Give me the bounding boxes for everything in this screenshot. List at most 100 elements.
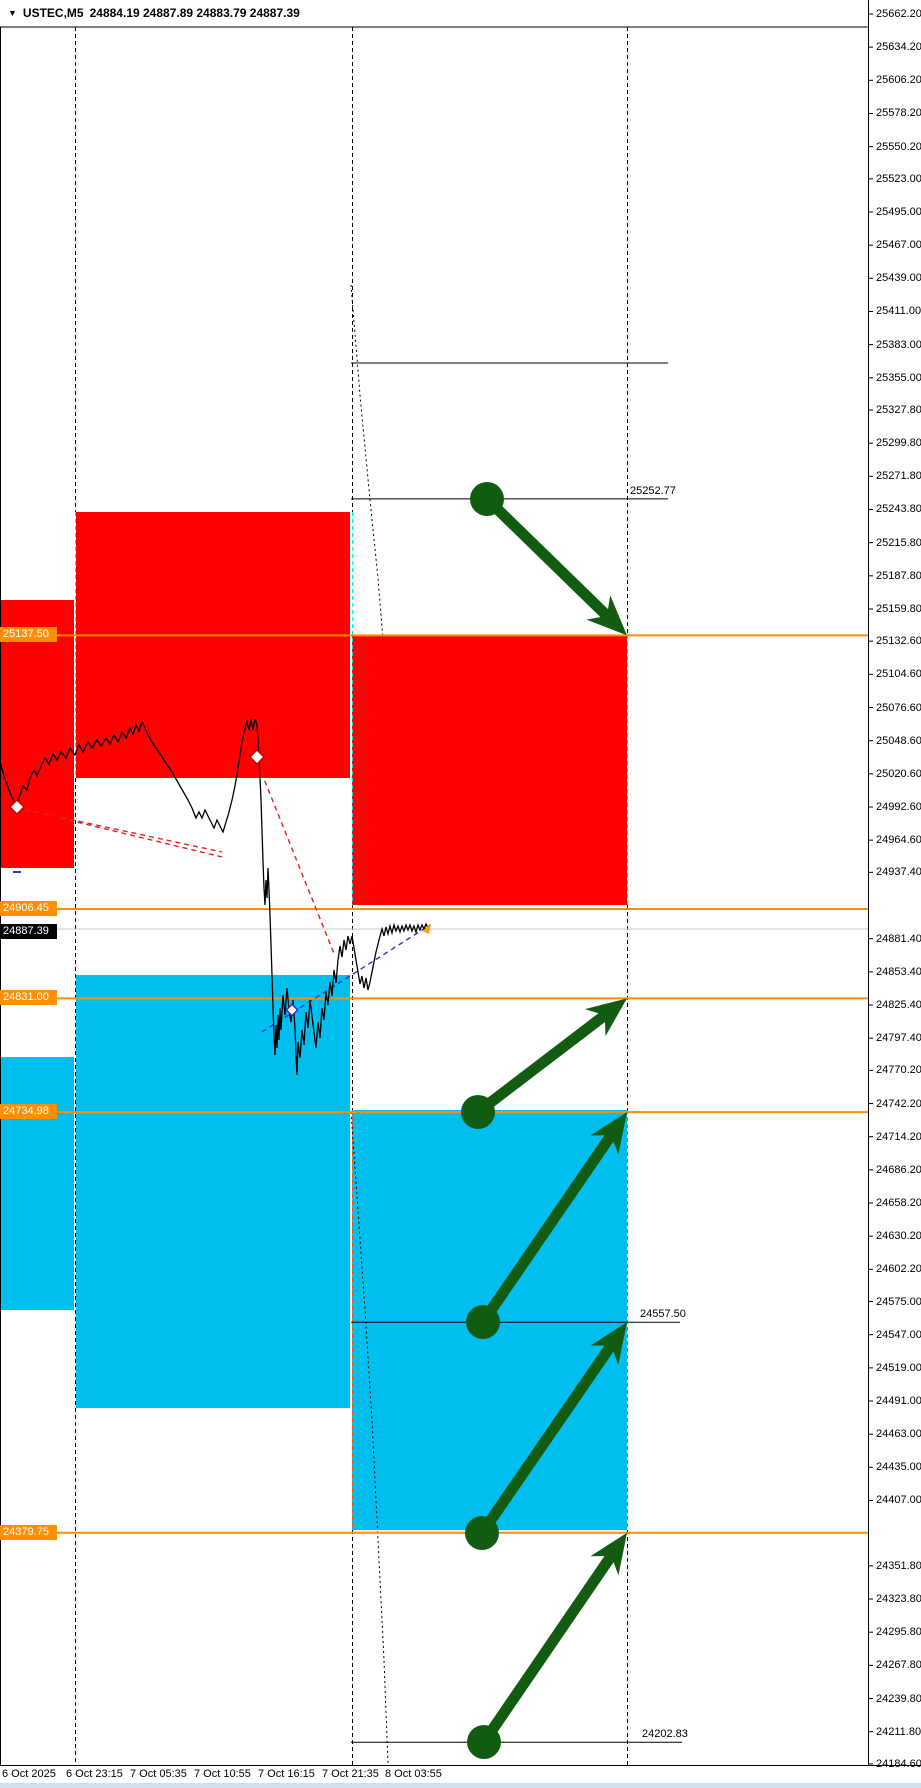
date-label: 7 Oct 16:15: [258, 1768, 315, 1780]
dotted-projection-curve: [350, 284, 384, 641]
projection-arrow-origin-dot: [461, 1095, 495, 1129]
price-tick-label: 24211.80: [876, 1725, 921, 1738]
current-price-badge: 24887.39: [0, 923, 57, 939]
price-tick-label: 24853.40: [876, 965, 921, 978]
date-label: 6 Oct 23:15: [66, 1768, 123, 1780]
price-tick-label: 24797.40: [876, 1032, 921, 1045]
price-tick-label: 24407.00: [876, 1494, 921, 1507]
blue-dashed-trend-line: [261, 924, 431, 1033]
zone-mid-cyan: [76, 975, 350, 1408]
date-label: 6 Oct 2025: [2, 1768, 56, 1780]
projection-arrow-shaft[interactable]: [479, 1551, 617, 1746]
date-label: 7 Oct 10:55: [194, 1768, 251, 1780]
level-label: 24557.50: [640, 1308, 686, 1321]
price-tick-label: 25411.00: [876, 305, 921, 318]
window-edge: [0, 1783, 921, 1788]
date-label: 8 Oct 03:55: [385, 1768, 442, 1780]
price-tick-label: 24184.60: [876, 1757, 921, 1770]
projection-arrowhead-icon: [590, 1532, 627, 1576]
price-tick-label: 24491.00: [876, 1395, 921, 1408]
price-tick-label: 25215.80: [876, 536, 921, 549]
price-line: [0, 718, 431, 1076]
zone-left-cyan: [0, 1057, 74, 1310]
price-tick-label: 24992.60: [876, 800, 921, 813]
price-tick-label: 25662.20: [876, 8, 921, 20]
projection-arrowhead-icon: [586, 595, 627, 636]
price-tick-label: 25076.60: [876, 701, 921, 714]
price-tick-label: 25523.00: [876, 172, 921, 185]
price-tick-label: 25187.80: [876, 569, 921, 582]
level-label: 24202.83: [642, 1728, 688, 1741]
price-tick-label: 24267.80: [876, 1659, 921, 1672]
price-level-badge: 24906.45: [0, 901, 57, 916]
price-level-badge: 24831.00: [0, 990, 57, 1006]
chart-header: ▼ USTEC,M5 24884.19 24887.89 24883.79 24…: [8, 3, 300, 23]
price-tick-label: 25020.60: [876, 767, 921, 780]
projection-arrow-shaft[interactable]: [483, 495, 613, 622]
projection-arrow-origin-dot: [465, 1516, 499, 1550]
price-tick-label: 24742.20: [876, 1097, 921, 1110]
price-tick-label: 24602.20: [876, 1263, 921, 1276]
red-dashed-pattern-line: [16, 807, 223, 853]
price-tick-label: 24825.40: [876, 998, 921, 1011]
zigzag-diamond-icon: [8, 798, 26, 816]
price-tick-label: 25467.00: [876, 239, 921, 252]
blue-diamond-icon: [285, 1003, 299, 1017]
price-tick-label: 24686.20: [876, 1163, 921, 1176]
price-level-badge: 25137.50: [0, 627, 57, 643]
price-tick-label: 24575.00: [876, 1295, 921, 1308]
price-tick-label: 25243.80: [876, 503, 921, 516]
price-tick-label: 25606.20: [876, 74, 921, 87]
projection-arrowhead-icon: [590, 1322, 627, 1365]
price-tick-label: 25578.20: [876, 107, 921, 120]
ohlc-values: 24884.19 24887.89 24883.79 24887.39: [89, 6, 300, 20]
price-tick-label: 25495.00: [876, 206, 921, 218]
symbol-dropdown-icon[interactable]: ▼: [8, 8, 17, 18]
projection-arrow-origin-dot: [470, 482, 504, 516]
price-end-arrow-icon: [422, 924, 431, 934]
zigzag-diamond-icon: [248, 748, 266, 766]
price-tick-label: 25634.20: [876, 41, 921, 54]
price-level-badge: 24379.75: [0, 1524, 57, 1540]
price-tick-label: 24714.20: [876, 1130, 921, 1143]
date-label: 7 Oct 21:35: [322, 1768, 379, 1780]
price-tick-label: 24881.40: [876, 932, 921, 945]
price-tick-label: 25159.80: [876, 602, 921, 615]
price-tick-label: 25048.60: [876, 734, 921, 747]
price-tick-label: 24964.60: [876, 834, 921, 847]
red-dashed-pattern-line: [59, 817, 223, 858]
projection-arrowhead-icon: [590, 1112, 627, 1155]
price-tick-label: 25271.80: [876, 470, 921, 483]
price-tick-label: 25327.80: [876, 404, 921, 417]
price-tick-label: 25383.00: [876, 338, 921, 351]
price-tick-label: 24630.20: [876, 1230, 921, 1243]
date-label: 7 Oct 05:35: [130, 1768, 187, 1780]
projection-arrow-shaft[interactable]: [477, 1340, 617, 1537]
red-dashed-pattern-line: [257, 763, 336, 957]
zone-left-red: [0, 600, 74, 868]
price-tick-label: 25355.00: [876, 371, 921, 384]
projection-arrowhead-icon: [584, 998, 627, 1037]
price-tick-label: 24323.80: [876, 1593, 921, 1606]
price-tick-label: 24295.80: [876, 1626, 921, 1639]
price-tick-label: 24239.80: [876, 1692, 921, 1705]
price-tick-label: 25439.00: [876, 272, 921, 285]
price-tick-label: 25550.20: [876, 140, 921, 153]
zone-mid-red: [76, 512, 350, 778]
projection-arrow-origin-dot: [467, 1725, 501, 1759]
price-tick-label: 24463.00: [876, 1428, 921, 1441]
zone-right-red: [352, 635, 627, 905]
price-tick-label: 25299.80: [876, 437, 921, 450]
price-level-badge: 24734.98: [0, 1104, 57, 1120]
price-tick-label: 25104.60: [876, 668, 921, 681]
projection-arrow-shaft[interactable]: [474, 1009, 610, 1117]
price-tick-label: 24937.40: [876, 866, 921, 879]
price-tick-label: 24435.00: [876, 1461, 921, 1474]
projection-arrow-shaft[interactable]: [478, 1130, 617, 1326]
projection-arrow-origin-dot: [466, 1305, 500, 1339]
symbol-period-label: USTEC,M5: [22, 6, 84, 20]
price-tick-label: 24547.00: [876, 1328, 921, 1341]
level-label: 25252.77: [630, 484, 676, 497]
